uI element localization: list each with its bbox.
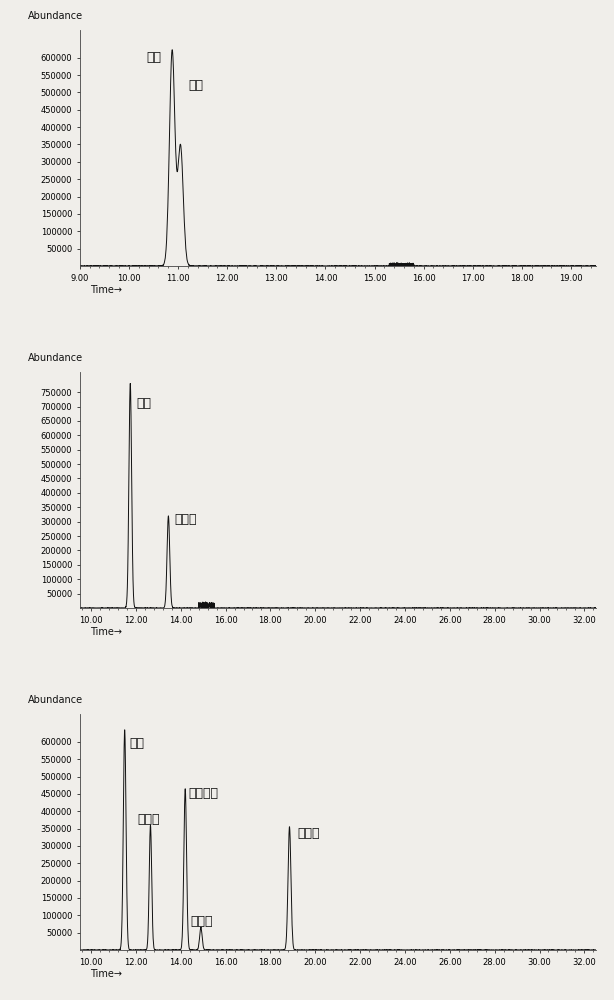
X-axis label: Time→: Time→ — [90, 285, 122, 295]
Text: 烟碘: 烟碘 — [188, 79, 203, 92]
Text: 假木贿碘: 假木贿碘 — [188, 787, 219, 800]
Text: 新烟碘: 新烟碘 — [191, 915, 213, 928]
Text: 内标: 内标 — [146, 51, 161, 64]
Text: 内标: 内标 — [129, 737, 144, 750]
Text: 麦斯明: 麦斯明 — [137, 813, 160, 826]
Text: 内标: 内标 — [136, 397, 151, 410]
Text: Abundance: Abundance — [28, 695, 84, 705]
Text: 可替宁: 可替宁 — [297, 827, 320, 840]
X-axis label: Time→: Time→ — [90, 969, 122, 979]
Text: Abundance: Abundance — [28, 353, 84, 363]
Text: 降烟碘: 降烟碘 — [174, 513, 196, 526]
Text: Abundance: Abundance — [28, 11, 84, 21]
X-axis label: Time→: Time→ — [90, 627, 122, 637]
